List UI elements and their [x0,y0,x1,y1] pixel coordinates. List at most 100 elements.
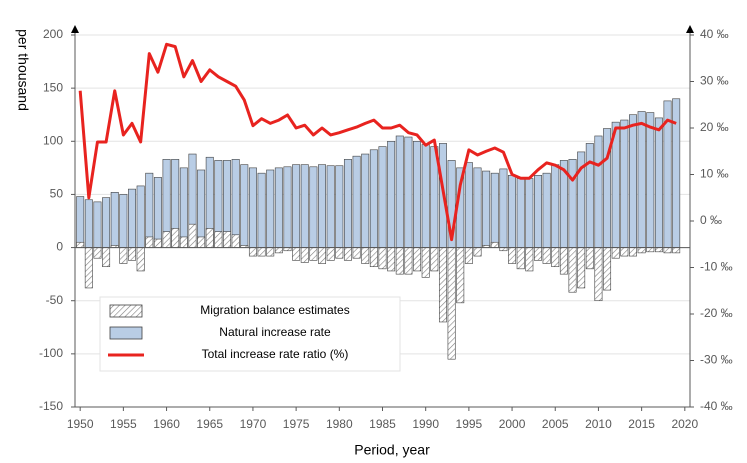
y-tick-label: 200 [43,27,63,41]
bar [361,247,370,264]
bar [559,247,568,275]
bar [594,247,603,302]
bar [378,146,387,248]
bar [525,178,534,248]
bars [76,98,681,360]
bar [266,247,275,257]
bar [413,247,422,272]
y-tick-label: 150 [43,80,63,94]
bar [413,140,422,248]
bar [326,165,335,248]
bar [473,247,482,257]
x-tick-label: 1955 [110,417,137,431]
bar [318,164,327,248]
y-axis-label: per thousand [15,29,31,111]
legend-label: Migration balance estimates [200,303,349,317]
bar [93,201,102,248]
legend-box [99,296,401,372]
bar [257,247,266,257]
y2-axis-arrow [686,25,694,33]
bar [102,197,111,248]
bar [646,112,655,248]
bar [352,247,361,259]
bar [404,136,413,248]
bar [136,247,145,272]
bar [93,247,102,259]
y2-tick-label: -40 ‰ [700,399,733,413]
bar [292,164,301,248]
bar [352,155,361,248]
bar [283,166,292,248]
bar [568,159,577,248]
bar [456,247,465,304]
bar [421,144,430,248]
bar [534,174,542,248]
bar [551,247,560,268]
y-tick-label: -150 [39,399,63,413]
bar [309,166,318,248]
bar [464,162,473,248]
bar [654,247,663,253]
bar [84,199,93,248]
legend-swatch [109,326,143,340]
bar [274,167,283,248]
bar [516,178,525,248]
bar [464,247,473,264]
bar [568,247,577,293]
bar [76,241,85,248]
bar [343,159,352,248]
y-tick-label: 100 [43,133,63,147]
bar [128,188,136,248]
bar [387,247,396,272]
line [78,42,677,242]
bar [629,247,637,257]
bar [343,247,352,261]
bar [179,236,188,248]
bar [153,177,162,248]
x-tick-label: 1960 [153,417,180,431]
bar [603,247,612,291]
y-tick-label: -50 [46,293,64,307]
bar [102,247,111,268]
y2-tick-label: -20 ‰ [700,306,733,320]
y2-tick-label: 40 ‰ [700,27,729,41]
y2-tick-label: -10 ‰ [700,260,733,274]
bar [594,135,603,248]
bar [257,172,266,248]
bar [248,247,257,257]
bar [516,247,525,270]
bar [136,185,145,248]
bar [395,247,404,275]
bar [620,119,629,248]
y-tick-label: 50 [50,187,64,201]
bar [300,247,309,263]
bar [188,223,197,248]
bar [171,228,180,248]
bar [292,247,301,261]
x-tick-label: 2000 [499,417,526,431]
bar [309,247,318,261]
bar [585,247,594,270]
x-tick-label: 1990 [412,417,439,431]
y-tick-label: -100 [39,346,63,360]
bar [369,247,378,268]
bar [145,236,154,248]
bar [447,247,456,360]
bar [378,247,387,270]
bar [482,170,491,248]
x-tick-label: 1985 [369,417,396,431]
bar [274,247,283,254]
bar [421,247,430,278]
bar [300,164,309,248]
bar [438,247,447,323]
bar [637,247,646,254]
bar [119,247,128,264]
bar [577,247,586,289]
bar [672,247,681,254]
bar [654,117,663,248]
bar [197,169,206,248]
bar [387,140,396,248]
x-tick-label: 2005 [542,417,569,431]
x-tick-label: 2020 [671,417,698,431]
